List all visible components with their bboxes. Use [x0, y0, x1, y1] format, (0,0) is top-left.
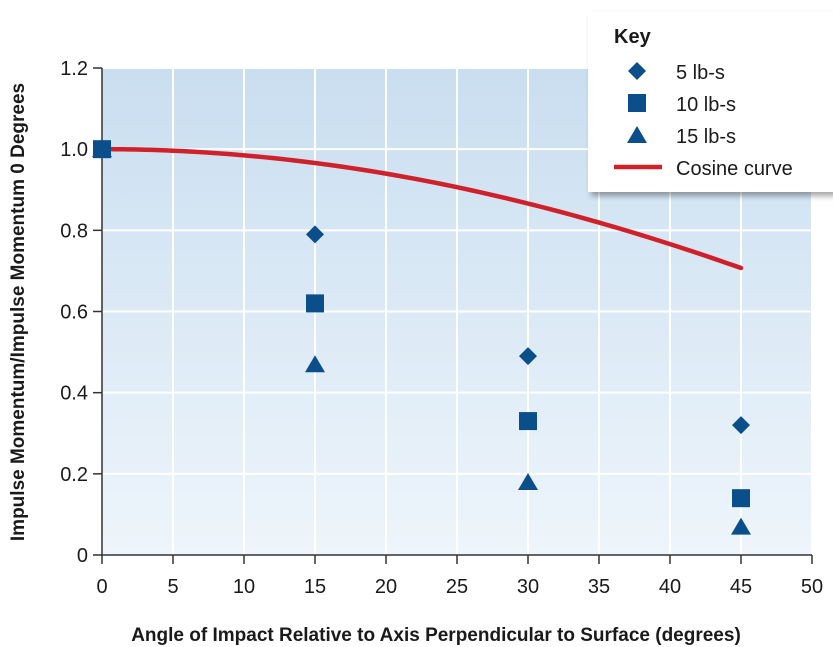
legend-label-cosine-curve: Cosine curve	[676, 158, 793, 180]
y-tick-label: 0.4	[60, 383, 88, 405]
point-5-lb-s	[93, 140, 111, 159]
legend-title: Key	[614, 26, 652, 48]
y-tick-label: 0.6	[60, 302, 88, 324]
x-tick-label: 45	[730, 576, 752, 598]
point-15-lb-s	[305, 355, 325, 373]
x-tick-label: 20	[375, 576, 397, 598]
legend-swatch-15-lb-s	[627, 126, 647, 143]
point-15-lb-s	[518, 472, 538, 490]
legend-label-5-lb-s: 5 lb-s	[676, 62, 725, 84]
legend-swatch-10-lb-s	[628, 94, 646, 112]
y-axis-title: Impulse Momentum/Impulse Momentum 0 Degr…	[8, 83, 29, 541]
x-axis-title: Angle of Impact Relative to Axis Perpend…	[131, 625, 741, 646]
point-15-lb-s	[731, 517, 751, 535]
x-tick-label: 15	[304, 576, 326, 598]
legend-label-15-lb-s: 15 lb-s	[676, 126, 736, 148]
x-tick-label: 50	[801, 576, 823, 598]
point-5-lb-s	[306, 225, 324, 244]
legend-label-10-lb-s: 10 lb-s	[676, 94, 736, 116]
point-10-lb-s	[306, 294, 324, 313]
x-tick-label: 0	[96, 576, 107, 598]
cosine-curve-line	[99, 146, 744, 271]
legend: Key 5 lb-s 10 lb-s 15 lb-s Cosine curve	[588, 12, 833, 192]
point-10-lb-s	[519, 412, 537, 431]
x-tick-label: 10	[233, 576, 255, 598]
x-tick-label: 30	[517, 576, 539, 598]
x-tick-label: 40	[659, 576, 681, 598]
y-axis-ticks: 0 0.2 0.4 0.6 0.8 1.0 1.2	[60, 58, 102, 567]
y-tick-label: 1.0	[60, 139, 88, 161]
y-tick-label: 1.2	[60, 58, 88, 80]
point-5-lb-s	[732, 416, 750, 435]
y-tick-label: 0.2	[60, 464, 88, 486]
x-tick-label: 25	[446, 576, 468, 598]
y-tick-label: 0	[77, 545, 88, 567]
point-10-lb-s	[732, 489, 750, 508]
x-tick-label: 35	[588, 576, 610, 598]
series-layer	[92, 140, 751, 535]
point-5-lb-s	[519, 347, 537, 366]
y-tick-label: 0.8	[60, 220, 88, 242]
x-axis-ticks: 0 5 10 15 20 25 30 35 40 45 50	[96, 555, 823, 598]
legend-swatch-5-lb-s	[628, 62, 646, 80]
x-tick-label: 5	[167, 576, 178, 598]
